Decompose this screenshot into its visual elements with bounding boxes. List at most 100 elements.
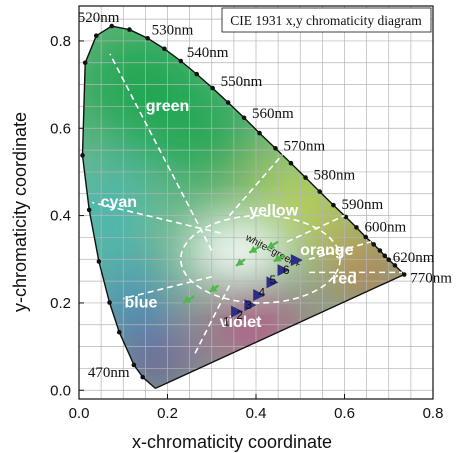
wavelength-label-520nm: 520nm — [78, 10, 120, 26]
locus-dot — [109, 23, 115, 29]
y-tick-label: 0.6 — [50, 120, 71, 137]
locus-dot — [162, 46, 167, 52]
locus-dot — [82, 60, 88, 66]
shift-arrow — [248, 245, 261, 254]
locus-dot — [107, 300, 112, 305]
locus-dot — [127, 27, 132, 32]
x-axis-title: x-chromaticity coordinate — [132, 432, 332, 452]
y-tick-label: 0.2 — [50, 295, 71, 312]
locus-dot — [317, 189, 323, 194]
wavelength-label-770nm: 770nm — [410, 271, 452, 287]
wavelength-label-470nm: 470nm — [88, 365, 130, 381]
wavelength-label-620nm: 620nm — [393, 250, 435, 266]
region-boundary — [193, 285, 231, 356]
y-tick-label: 0.4 — [50, 208, 71, 225]
locus-dot — [392, 263, 398, 268]
data-point-label-6: 6 — [283, 263, 290, 277]
white-region-ellipse — [179, 214, 341, 304]
data-point-3 — [253, 289, 266, 302]
data-point-label-2: 2 — [236, 308, 243, 322]
locus-dot — [288, 160, 294, 166]
shift-arrow — [235, 258, 246, 267]
region-boundary — [123, 275, 212, 300]
data-point-label-1: 1 — [223, 315, 230, 329]
data-point-4 — [266, 276, 279, 289]
region-boundaries — [92, 53, 403, 356]
locus-dot — [93, 33, 99, 38]
wavelength-label-570nm: 570nm — [283, 138, 325, 154]
locus-dot — [401, 272, 407, 277]
shift-arrow-head — [267, 241, 276, 249]
y-tick-label: 0.0 — [50, 382, 71, 399]
region-label-cyan: cyan — [101, 194, 137, 211]
wavelength-labels: 470nm 520nm 530nm 540nm 550nm 560nm 570nm 580nm… — [78, 10, 452, 381]
locus-dot — [178, 58, 184, 64]
locus-dot — [80, 153, 85, 158]
x-axis-ticks: 0.0 0.2 0.4 0.6 0.8 — [69, 394, 444, 422]
spectral-locus-dots — [80, 23, 407, 380]
region-label-violet: violet — [220, 314, 262, 331]
locus-dot — [225, 100, 231, 105]
region-label-green: green — [146, 98, 190, 115]
shift-arrow — [266, 240, 279, 250]
locus-dot — [382, 253, 388, 259]
locus-dot — [116, 329, 122, 335]
shift-arrow-head — [273, 254, 282, 262]
shift-arrow — [273, 253, 286, 263]
locus-dot — [241, 115, 247, 121]
locus-dot — [377, 248, 383, 253]
x-tick-label: 0.2 — [157, 405, 178, 422]
data-point-5 — [277, 264, 290, 277]
wavelength-label-590nm: 590nm — [341, 197, 383, 213]
region-label-yellow: yellow — [249, 203, 298, 220]
shift-arrow-head — [249, 245, 258, 253]
data-point-label-5: 5 — [270, 273, 277, 287]
locus-dot — [86, 207, 92, 213]
locus-dot — [194, 71, 200, 77]
locus-dot — [331, 202, 336, 208]
locus-dot — [140, 374, 146, 380]
locus-dot — [273, 146, 278, 151]
data-point-label-3: 3 — [245, 298, 252, 312]
region-boundary — [308, 241, 372, 261]
color-shift-arrows — [182, 240, 286, 304]
locus-dot — [145, 36, 150, 41]
region-labels: green cyan yellow orange red blue violet — [101, 98, 357, 331]
y-tick-label: 0.8 — [50, 33, 71, 50]
locus-dot — [210, 85, 215, 91]
wavelength-label-530nm: 530nm — [152, 22, 194, 38]
data-point-6 — [290, 254, 303, 267]
region-boundary — [109, 53, 213, 251]
locus-dot — [371, 242, 377, 247]
wavelength-label-560nm: 560nm — [252, 106, 294, 122]
white-glow — [188, 218, 289, 283]
title-box — [221, 7, 432, 33]
x-tick-label: 0.4 — [246, 405, 267, 422]
data-point-label-4: 4 — [258, 285, 265, 299]
locus-dot — [354, 225, 359, 230]
shift-arrow — [208, 284, 220, 293]
region-label-orange: orange — [300, 242, 353, 259]
locus-dot — [131, 362, 137, 368]
region-boundary — [92, 201, 221, 234]
x-tick-label: 0.8 — [423, 405, 444, 422]
y-axis-ticks: 0.0 0.2 0.4 0.6 0.8 — [50, 33, 84, 399]
data-point-2 — [244, 299, 257, 312]
locus-dot — [343, 214, 349, 220]
wavelength-label-580nm: 580nm — [314, 168, 356, 184]
x-tick-label: 0.0 — [69, 405, 90, 422]
data-point-1 — [231, 305, 244, 318]
y-axis-title: y-chromaticity coordinate — [10, 112, 30, 312]
locus-dot — [303, 175, 308, 180]
wavelength-label-600nm: 600nm — [364, 219, 406, 235]
chart-title: CIE 1931 x,y chromaticity diagram — [230, 13, 422, 28]
shift-arrow-head — [236, 258, 245, 266]
locus-dot — [363, 234, 369, 240]
locus-dot — [96, 259, 102, 264]
region-label-blue: blue — [125, 294, 158, 311]
wavelength-label-540nm: 540nm — [187, 45, 229, 61]
shift-arrow-head — [182, 295, 192, 303]
region-label-red: red — [332, 270, 357, 287]
wavelength-label-550nm: 550nm — [221, 74, 263, 90]
